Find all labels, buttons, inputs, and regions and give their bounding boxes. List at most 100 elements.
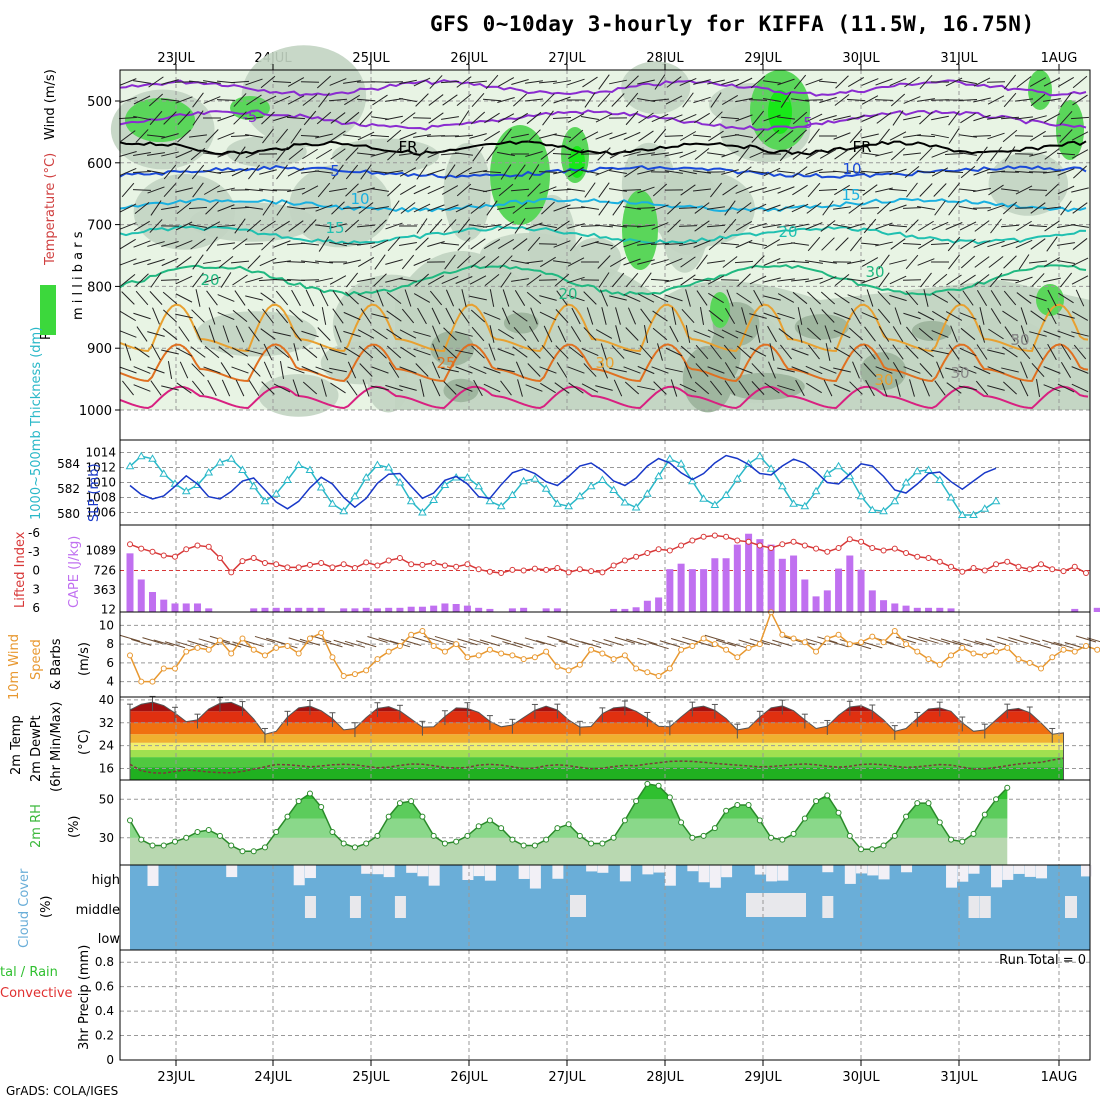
wind-barb <box>302 94 318 106</box>
cape-bar <box>486 608 494 612</box>
wind-barb <box>987 132 1005 140</box>
wind-barb <box>861 276 879 284</box>
wind-barb <box>164 641 186 649</box>
cloud-clear-cell <box>304 896 316 918</box>
wind-barb <box>653 381 667 395</box>
wind-barb <box>1030 93 1046 107</box>
wind-barb <box>329 241 347 247</box>
wind-barb <box>342 242 362 246</box>
wind-barb <box>553 240 571 248</box>
thickness-point <box>620 498 630 506</box>
wind-barb <box>903 312 921 320</box>
wind-barb <box>524 98 544 102</box>
lifted-index-point <box>385 557 392 564</box>
wind-barb <box>917 206 935 210</box>
wind-barb <box>413 348 431 356</box>
wind-barb <box>707 366 725 374</box>
wind-barb <box>974 256 990 268</box>
wind-barb <box>357 242 375 246</box>
wind-barb <box>680 256 696 268</box>
lifted-index-point <box>408 561 415 568</box>
wind-barb <box>484 273 500 287</box>
wind-barb <box>985 638 1007 646</box>
cape-bar <box>373 608 381 612</box>
wind-barb <box>959 152 977 156</box>
wind-barb <box>343 134 361 138</box>
rh-contour-region <box>443 142 491 242</box>
lifted-index-point <box>1071 563 1078 570</box>
wind-barb <box>952 640 973 648</box>
wind-barb <box>247 363 261 377</box>
rh-color-band <box>130 799 1008 819</box>
rh2m-point <box>914 800 921 807</box>
wind-barb <box>442 94 458 106</box>
wind-barb <box>665 114 683 122</box>
wind-barb <box>623 151 641 157</box>
cape-bar <box>306 607 314 612</box>
wind-barb <box>737 273 751 287</box>
wind-barb <box>526 291 542 305</box>
wind-barb <box>875 187 893 193</box>
pressure-tick-label: 800 <box>87 280 112 295</box>
cape-axis-label: CAPE (J/kg) <box>67 536 82 608</box>
wind-barb <box>412 636 433 644</box>
wind-barb <box>597 255 611 269</box>
lifted-index-point <box>430 560 437 566</box>
rh2m-point <box>138 836 145 843</box>
wind-barb <box>373 345 387 359</box>
temp-tick-label: 32 <box>99 716 114 730</box>
thickness-point <box>373 460 382 468</box>
wind-barb <box>726 289 734 307</box>
wind-barb <box>290 326 302 342</box>
rh2m-point <box>340 840 347 847</box>
lifted-index-point <box>520 567 527 574</box>
wind-barb <box>823 379 833 397</box>
rh-contour-region <box>860 352 907 391</box>
wind-barb <box>1072 238 1088 250</box>
wind-barb <box>357 277 375 283</box>
cape-bar <box>385 607 393 612</box>
wind-barb <box>217 294 235 302</box>
wind-barb <box>849 381 863 395</box>
wind-barb <box>440 152 460 156</box>
rh2m-point <box>554 825 561 832</box>
wind-barb <box>244 188 264 192</box>
wind-barb <box>721 150 739 158</box>
wind-barb <box>601 307 607 325</box>
lifted-index-point <box>846 536 853 543</box>
wind-barb <box>948 200 960 216</box>
wind-barb <box>1071 275 1089 285</box>
wind-barb <box>329 223 347 229</box>
cape-bar <box>857 569 865 612</box>
wind-barb <box>1001 188 1019 192</box>
wind-barb <box>525 222 543 230</box>
wind-axis-label-a: 10m Wind <box>7 634 22 700</box>
day-label-top: 25JUL <box>352 51 390 66</box>
wind-barb <box>177 111 191 125</box>
wind-barb <box>413 77 431 87</box>
cloud-clear-cell <box>552 865 564 879</box>
rh2m-point <box>565 821 572 828</box>
wind-barb <box>875 151 893 157</box>
wind-speed-point <box>790 635 797 642</box>
wind-barb <box>988 184 1004 196</box>
pressure-tick-label: 700 <box>87 219 112 234</box>
wind-speed-point <box>914 648 921 655</box>
wind-barb <box>344 94 360 106</box>
wind-barb <box>262 200 274 216</box>
wind-barb <box>161 257 179 267</box>
cloud-clear-cell <box>766 865 778 882</box>
wind-barb <box>328 98 348 102</box>
wind-barb <box>479 639 501 647</box>
wind-barb <box>904 165 920 179</box>
wind-barb <box>378 637 399 645</box>
wind-barb <box>1059 110 1073 126</box>
cloud-clear-cell <box>709 865 721 888</box>
wind-barb <box>639 344 653 360</box>
wind-barb <box>931 330 949 338</box>
wind-barb <box>190 238 206 250</box>
wind-barb <box>1060 344 1072 360</box>
rh2m-point <box>273 828 280 835</box>
wind-barb <box>736 292 752 304</box>
